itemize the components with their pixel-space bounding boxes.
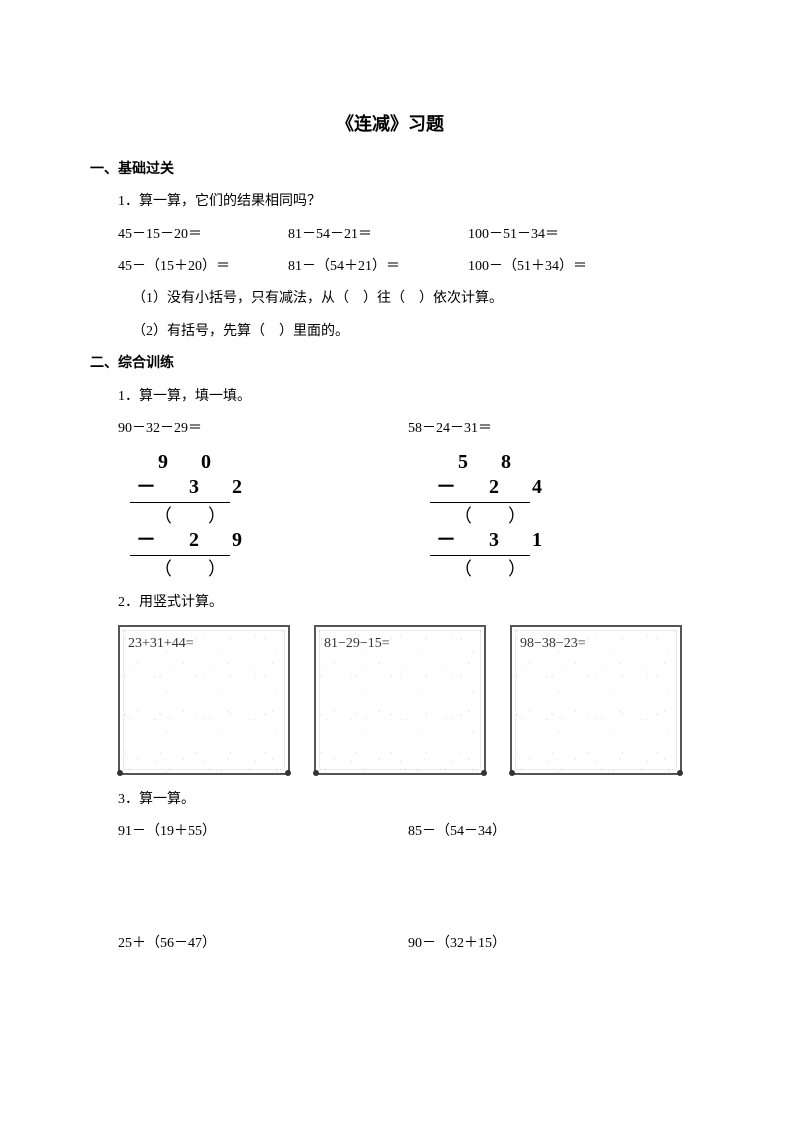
section1-header: 一、基础过关 xyxy=(90,159,690,181)
s2-q3-row-a: 91－（19＋55） 85－（54－34） xyxy=(118,821,690,843)
vrow: － 3 1 xyxy=(418,528,568,553)
vrow: （ ） xyxy=(118,558,268,581)
workbox: 98−38−23= xyxy=(510,625,682,775)
expr: 90－32－29＝ xyxy=(118,418,408,440)
expr: 85－（54－34） xyxy=(408,821,506,843)
vertical-right: 5 8 － 2 4 （ ） － 3 1 （ ） xyxy=(418,450,568,580)
expr: 25＋（56－47） xyxy=(118,933,408,955)
vrow: － 2 4 xyxy=(418,475,568,500)
s2-q1-expr-row: 90－32－29＝ 58－24－31＝ xyxy=(118,418,690,440)
expr: 81－54－21＝ xyxy=(288,224,468,246)
s1-q1-prompt: 1．算一算，它们的结果相同吗？ xyxy=(118,191,690,213)
expr: 23+31+44= xyxy=(128,636,194,651)
s1-rule2: （2）有括号，先算（ ）里面的。 xyxy=(132,321,690,343)
expr: 91－（19＋55） xyxy=(118,821,408,843)
s2-q3-row-b: 25＋（56－47） 90－（32＋15） xyxy=(118,933,690,955)
workbox: 23+31+44= xyxy=(118,625,290,775)
vertical-calc-pair: 9 0 － 3 2 （ ） － 2 9 （ ） 5 8 － 2 4 （ ） － … xyxy=(118,450,690,580)
vrow: － 2 9 xyxy=(118,528,268,553)
vrow: 5 8 xyxy=(418,450,568,475)
rule-line xyxy=(430,502,530,503)
expr: 45－（15＋20）＝ xyxy=(118,256,288,278)
vrow: 9 0 xyxy=(118,450,268,475)
vrow: （ ） xyxy=(418,505,568,528)
expr: 58－24－31＝ xyxy=(408,418,492,440)
expr: 81−29−15= xyxy=(324,636,390,651)
rule-line xyxy=(130,502,230,503)
rule-line xyxy=(130,555,230,556)
workbox: 81−29−15= xyxy=(314,625,486,775)
expr: 98−38−23= xyxy=(520,636,586,651)
s1-rule1: （1）没有小括号，只有减法，从（ ）往（ ）依次计算。 xyxy=(132,288,690,310)
s2-q2-prompt: 2．用竖式计算。 xyxy=(118,592,690,614)
vertical-left: 9 0 － 3 2 （ ） － 2 9 （ ） xyxy=(118,450,268,580)
vrow: （ ） xyxy=(118,505,268,528)
vrow: （ ） xyxy=(418,558,568,581)
s2-q1-prompt: 1．算一算，填一填。 xyxy=(118,386,690,408)
s1-q1-row-b: 45－（15＋20）＝ 81－（54＋21）＝ 100－（51＋34）＝ xyxy=(118,256,690,278)
page-title: 《连减》习题 xyxy=(90,110,690,139)
workbox-row: 23+31+44= 81−29−15= 98−38−23= xyxy=(118,625,690,775)
expr: 45－15－20＝ xyxy=(118,224,288,246)
s1-q1-row-a: 45－15－20＝ 81－54－21＝ 100－51－34＝ xyxy=(118,224,690,246)
rule-line xyxy=(430,555,530,556)
section2-header: 二、综合训练 xyxy=(90,353,690,375)
vrow: － 3 2 xyxy=(118,475,268,500)
expr: 81－（54＋21）＝ xyxy=(288,256,468,278)
s2-q3-prompt: 3．算一算。 xyxy=(118,789,690,811)
expr: 100－51－34＝ xyxy=(468,224,559,246)
expr: 90－（32＋15） xyxy=(408,933,506,955)
expr: 100－（51＋34）＝ xyxy=(468,256,587,278)
